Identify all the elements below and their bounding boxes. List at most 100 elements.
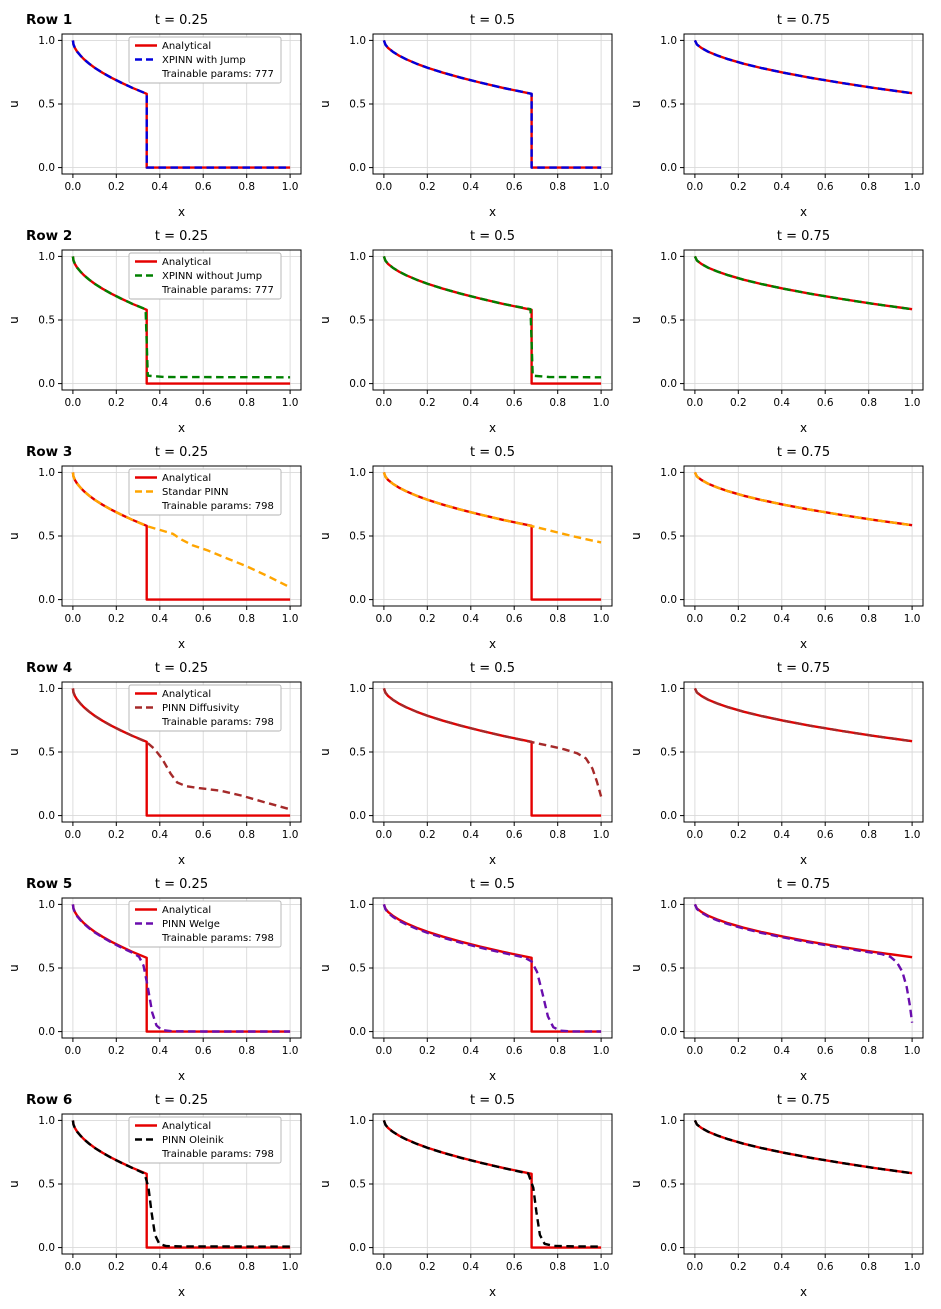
x-axis-label: x	[800, 853, 807, 867]
subplot-row3-col1: 0.0 0.2 0.4 0.6 0.8 1.0 0.0 0.5 1.0 x u t = 0.25 Row…	[4, 438, 315, 654]
x-tick-label: 0.4	[773, 397, 790, 409]
method-line	[71, 256, 291, 379]
legend-label: Trainable params: 798	[161, 501, 274, 512]
subplot-canvas: 0.0 0.2 0.4 0.6 0.8 1.0 0.0 0.5 1.0 x u t = 0.75	[629, 445, 924, 651]
legend-label: Trainable params: 798	[161, 717, 274, 728]
subplot-title: t = 0.75	[777, 445, 830, 460]
subplot-row5-col3: 0.0 0.2 0.4 0.6 0.8 1.0 0.0 0.5 1.0 x u t = 0.75	[626, 870, 937, 1086]
y-tick-label: 0.5	[38, 99, 55, 111]
y-axis-label: u	[629, 964, 643, 972]
x-tick-label: 0.8	[860, 181, 877, 193]
x-tick-label: 0.8	[860, 1261, 877, 1273]
x-tick-label: 0.0	[65, 1261, 82, 1273]
x-tick-label: 0.0	[65, 613, 82, 625]
x-tick-label: 0.6	[506, 829, 523, 841]
row-label: Row 4	[26, 660, 72, 676]
legend-label: Analytical	[162, 473, 211, 484]
subplot-canvas: 0.0 0.2 0.4 0.6 0.8 1.0 0.0 0.5 1.0 x u t = 0.25 Row…	[7, 660, 302, 867]
x-tick-label: 1.0	[593, 1261, 610, 1273]
method-line	[382, 255, 602, 379]
y-axis-label: u	[7, 964, 21, 972]
x-tick-label: 0.4	[151, 397, 168, 409]
x-tick-label: 0.6	[195, 397, 212, 409]
method-line	[382, 687, 603, 797]
subplot-canvas: 0.0 0.2 0.4 0.6 0.8 1.0 0.0 0.5 1.0 x u t = 0.25 Row…	[7, 1092, 302, 1299]
x-tick-label: 0.0	[687, 829, 704, 841]
subplot-title: t = 0.25	[155, 13, 208, 28]
x-tick-label: 0.8	[238, 1261, 255, 1273]
x-tick-label: 1.0	[904, 613, 921, 625]
analytical-line	[693, 903, 913, 959]
subplot-title: t = 0.5	[470, 877, 515, 892]
y-tick-label: 1.0	[660, 467, 677, 479]
method-line	[693, 1119, 913, 1175]
legend-label: Analytical	[162, 905, 211, 916]
x-tick-label: 1.0	[282, 1045, 299, 1057]
y-tick-label: 1.0	[660, 899, 677, 911]
row-label: Row 1	[26, 12, 72, 28]
x-axis-label: x	[800, 1285, 807, 1299]
x-tick-label: 0.0	[687, 1045, 704, 1057]
method-line	[693, 687, 913, 743]
x-tick-label: 0.6	[506, 1261, 523, 1273]
legend-label: PINN Welge	[162, 919, 220, 930]
subplot-title: t = 0.5	[470, 1093, 515, 1108]
y-tick-label: 0.5	[660, 99, 677, 111]
x-tick-label: 0.0	[65, 1045, 82, 1057]
legend-box	[128, 1116, 282, 1164]
y-tick-label: 0.0	[38, 162, 55, 174]
x-tick-label: 1.0	[282, 613, 299, 625]
y-tick-label: 0.5	[349, 315, 366, 327]
subplot-canvas: 0.0 0.2 0.4 0.6 0.8 1.0 0.0 0.5 1.0 x u t = 0.5	[318, 661, 613, 867]
x-tick-label: 0.0	[65, 829, 82, 841]
y-tick-label: 1.0	[38, 467, 55, 479]
legend-label: Trainable params: 777	[161, 69, 274, 80]
x-tick-label: 1.0	[282, 1261, 299, 1273]
x-axis-label: x	[178, 637, 185, 651]
x-tick-label: 0.4	[151, 181, 168, 193]
subplot-row5-col1: 0.0 0.2 0.4 0.6 0.8 1.0 0.0 0.5 1.0 x u t = 0.25 Row…	[4, 870, 315, 1086]
y-tick-label: 0.0	[349, 1026, 366, 1038]
y-tick-label: 0.5	[349, 963, 366, 975]
x-axis-label: x	[489, 421, 496, 435]
x-tick-label: 0.6	[195, 613, 212, 625]
x-tick-label: 1.0	[593, 181, 610, 193]
y-tick-label: 0.0	[349, 810, 366, 822]
x-tick-label: 0.2	[419, 1261, 436, 1273]
legend-label: PINN Diffusivity	[162, 703, 239, 714]
subplot-canvas: 0.0 0.2 0.4 0.6 0.8 1.0 0.0 0.5 1.0 x u t = 0.5	[318, 445, 613, 651]
x-tick-label: 0.2	[108, 181, 125, 193]
x-axis-label: x	[178, 1069, 185, 1083]
x-tick-label: 0.6	[506, 181, 523, 193]
x-tick-label: 0.8	[549, 1045, 566, 1057]
method-line	[382, 39, 602, 169]
x-tick-label: 0.8	[238, 613, 255, 625]
x-tick-label: 0.8	[238, 1045, 255, 1057]
x-tick-label: 0.6	[817, 181, 834, 193]
x-tick-label: 0.6	[817, 829, 834, 841]
subplot-title: t = 0.25	[155, 877, 208, 892]
subplot-canvas: 0.0 0.2 0.4 0.6 0.8 1.0 0.0 0.5 1.0 x u t = 0.75	[629, 877, 924, 1083]
x-tick-label: 0.6	[195, 829, 212, 841]
y-tick-label: 0.0	[660, 810, 677, 822]
x-tick-label: 0.4	[151, 613, 168, 625]
subplot-row1-col2: 0.0 0.2 0.4 0.6 0.8 1.0 0.0 0.5 1.0 x u t = 0.5	[315, 6, 626, 222]
x-axis-label: x	[489, 1285, 496, 1299]
plot-grid: 0.0 0.2 0.4 0.6 0.8 1.0 0.0 0.5 1.0 x u t = 0.25 Row…	[4, 6, 941, 1302]
x-axis-label: x	[178, 421, 185, 435]
x-tick-label: 0.6	[195, 1261, 212, 1273]
legend-label: XPINN with Jump	[162, 55, 246, 66]
subplot-canvas: 0.0 0.2 0.4 0.6 0.8 1.0 0.0 0.5 1.0 x u t = 0.25 Row…	[7, 12, 302, 219]
x-tick-label: 0.4	[151, 1261, 168, 1273]
y-tick-label: 0.0	[349, 1242, 366, 1254]
y-tick-label: 0.0	[660, 1026, 677, 1038]
legend-box	[128, 684, 282, 732]
x-tick-label: 0.0	[376, 181, 393, 193]
y-tick-label: 1.0	[660, 1115, 677, 1127]
subplot-canvas: 0.0 0.2 0.4 0.6 0.8 1.0 0.0 0.5 1.0 x u t = 0.75	[629, 661, 924, 867]
subplot-title: t = 0.5	[470, 13, 515, 28]
legend-box	[128, 36, 282, 84]
subplot-row3-col3: 0.0 0.2 0.4 0.6 0.8 1.0 0.0 0.5 1.0 x u t = 0.75	[626, 438, 937, 654]
y-tick-label: 1.0	[38, 683, 55, 695]
x-tick-label: 0.0	[687, 181, 704, 193]
